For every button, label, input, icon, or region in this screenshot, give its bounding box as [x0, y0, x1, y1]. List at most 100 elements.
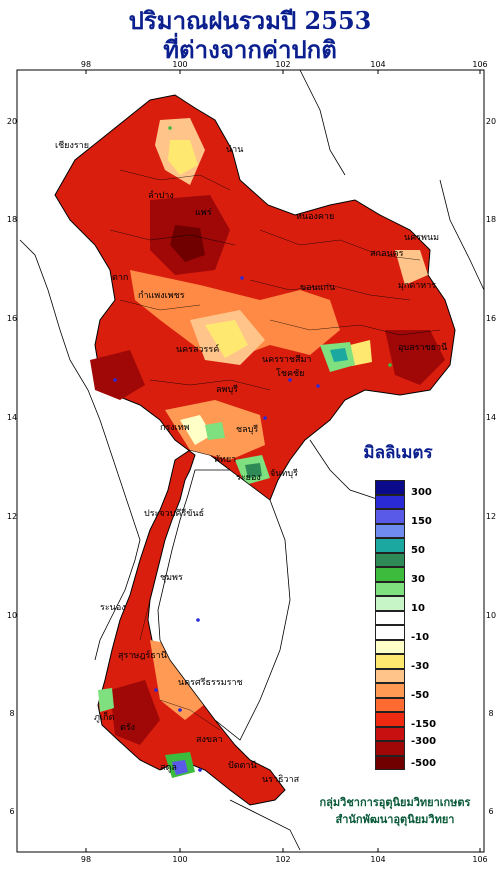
- lon-tick-top: 102: [275, 60, 290, 69]
- place-label: นครราชสีมา: [262, 354, 311, 365]
- legend-swatch: [375, 639, 405, 654]
- legend-swatch: [375, 494, 405, 509]
- lon-tick-bottom: 98: [81, 855, 91, 864]
- legend-label: 50: [411, 545, 425, 557]
- legend-label: -10: [411, 632, 430, 644]
- place-label: นครสวรรค์: [176, 343, 219, 355]
- legend-label: -300: [411, 736, 437, 748]
- lon-tick-top: 100: [172, 60, 187, 69]
- legend-swatch: [375, 538, 405, 553]
- lon-tick-bottom: 106: [472, 855, 487, 864]
- place-label: สกลนคร: [370, 249, 404, 259]
- lat-tick-left: 12: [7, 512, 17, 521]
- lat-tick-left: 6: [9, 807, 14, 816]
- lat-tick-left: 20: [7, 117, 17, 126]
- place-label: นครพนม: [404, 233, 439, 243]
- legend-swatch: [375, 581, 405, 596]
- legend-swatch: [375, 668, 405, 683]
- place-label: ลพบุรี: [216, 384, 238, 395]
- legend-swatch: [375, 712, 405, 727]
- lat-tick-right: 12: [486, 512, 496, 521]
- lon-tick-bottom: 100: [172, 855, 187, 864]
- legend-swatch: [375, 741, 405, 756]
- lat-tick-right: 16: [486, 314, 496, 323]
- lat-tick-left: 18: [7, 215, 17, 224]
- legend-swatch: [375, 654, 405, 669]
- lon-tick-bottom: 104: [370, 855, 385, 864]
- lon-tick-bottom: 102: [275, 855, 290, 864]
- place-label: ระยอง: [236, 473, 261, 483]
- place-label: ชุมพร: [160, 573, 183, 583]
- lat-tick-right: 18: [486, 215, 496, 224]
- lon-tick-top: 106: [472, 60, 487, 69]
- legend-label: -30: [411, 661, 430, 673]
- legend-label: 300: [411, 487, 432, 499]
- legend-swatch: [375, 552, 405, 567]
- legend-label: -50: [411, 690, 430, 702]
- lat-tick-left: 8: [9, 709, 14, 718]
- legend-swatch: [375, 726, 405, 741]
- legend-swatch: [375, 625, 405, 640]
- place-label: สุราษฎร์ธานี: [118, 649, 167, 661]
- lon-tick-top: 98: [81, 60, 91, 69]
- place-label: หนองคาย: [296, 212, 334, 222]
- legend-swatch: [375, 523, 405, 538]
- place-label: อุบลราชธานี: [398, 342, 447, 353]
- place-label: มุกดาหาร: [398, 281, 436, 291]
- legend-label: 10: [411, 603, 425, 615]
- place-label: โชคชัย: [276, 368, 304, 379]
- place-label: นราธิวาส: [262, 774, 300, 785]
- lat-tick-right: 10: [486, 611, 496, 620]
- legend-swatch: [375, 509, 405, 524]
- place-label: ตาก: [112, 273, 128, 283]
- place-label: ขอนแก่น: [300, 283, 335, 293]
- legend-label: 30: [411, 574, 425, 586]
- thailand-rainfall-surface: [54, 94, 456, 806]
- place-label: สตูล: [160, 763, 177, 773]
- place-label: นครศรีธรรมราช: [178, 677, 243, 688]
- place-label: กำแพงเพชร: [138, 290, 185, 301]
- legend-swatch: [375, 596, 405, 611]
- legend-swatch: [375, 480, 405, 495]
- lat-tick-left: 10: [7, 611, 17, 620]
- lat-tick-left: 16: [7, 314, 17, 323]
- credit-line1: กลุ่มวิชาการอุตุนิยมวิทยาเกษตร: [319, 796, 471, 809]
- place-label: จันทบุรี: [270, 468, 298, 479]
- legend-swatch: [375, 567, 405, 582]
- lon-tick-top: 104: [370, 60, 385, 69]
- place-label: พัทยา: [214, 455, 236, 465]
- station-markers: [113, 126, 392, 772]
- lat-tick-right: 8: [488, 709, 493, 718]
- map-title-line2: ที่ต่างจากค่าปกติ: [163, 35, 337, 64]
- place-label: ระนอง: [100, 603, 126, 613]
- place-label: น่าน: [226, 145, 243, 155]
- legend-label: -500: [411, 758, 437, 770]
- lat-tick-right: 6: [488, 807, 493, 816]
- legend-swatch: [375, 755, 405, 770]
- place-label: แพร่: [195, 208, 212, 218]
- place-label: ลำปาง: [148, 190, 174, 201]
- credit-line2: สำนักพัฒนาอุตุนิยมวิทยา: [335, 813, 455, 826]
- place-label: ภูเก็ต: [94, 710, 114, 723]
- legend-swatch: [375, 683, 405, 698]
- legend-swatch: [375, 697, 405, 712]
- legend-swatch: [375, 610, 405, 625]
- province-borders: [109, 169, 441, 731]
- neighbour-borders: [19, 69, 485, 851]
- place-label: กรุงเทพ: [160, 423, 190, 433]
- legend-label: 150: [411, 516, 432, 528]
- place-labels: เชียงราย น่าน ลำปาง แพร่ หนองคาย สกลนคร …: [55, 140, 447, 785]
- lat-tick-right: 20: [486, 117, 496, 126]
- legend-title: มิลลิเมตร: [363, 443, 433, 463]
- place-label: ปัตตานี: [228, 760, 257, 771]
- place-label: ชลบุรี: [236, 424, 258, 435]
- legend-label: -150: [411, 719, 437, 731]
- place-label: ประจวบคีรีขันธ์: [144, 507, 204, 519]
- map-title-line1: ปริมาณฝนรวมปี 2553: [128, 6, 372, 35]
- place-label: ตรัง: [120, 723, 135, 733]
- place-label: สงขลา: [196, 735, 223, 745]
- lat-tick-left: 14: [7, 413, 17, 422]
- lat-tick-right: 14: [486, 413, 496, 422]
- place-label: เชียงราย: [55, 140, 89, 151]
